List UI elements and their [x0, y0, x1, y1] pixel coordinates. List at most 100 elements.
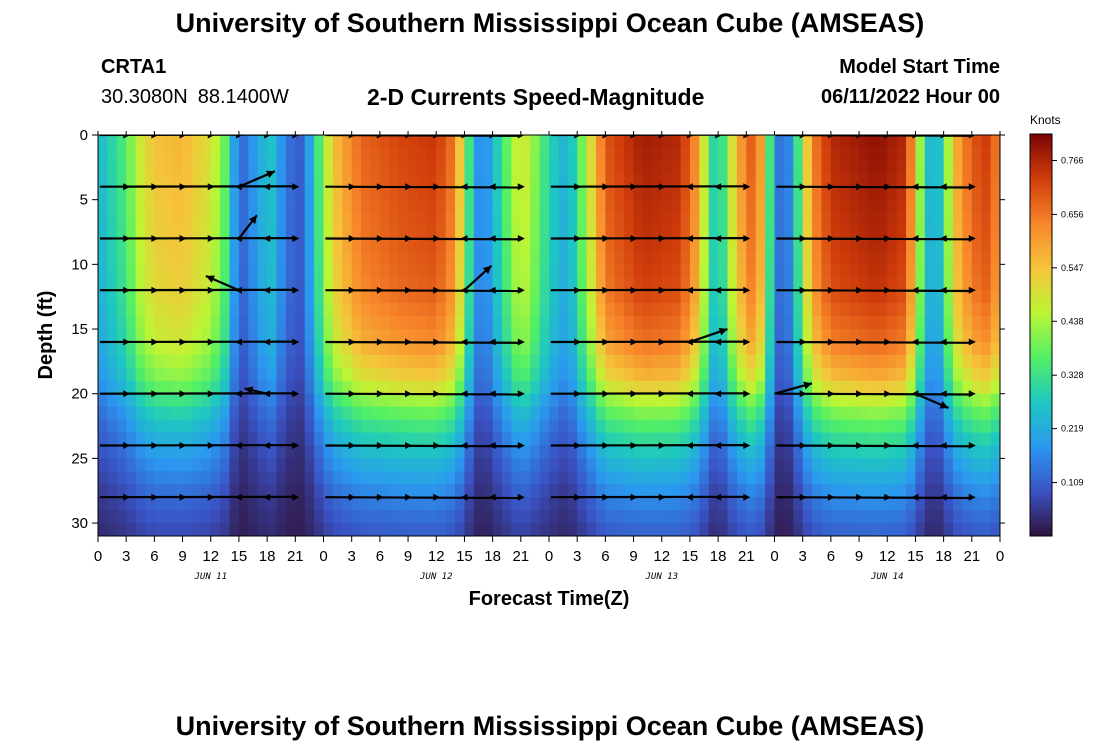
heatmap-cell: [511, 186, 522, 201]
heatmap-cell: [530, 471, 541, 485]
heatmap-cell: [361, 445, 372, 459]
heatmap-cell: [248, 393, 259, 408]
heatmap-cell: [746, 471, 757, 485]
heatmap-cell: [567, 445, 578, 459]
heatmap-cell: [276, 419, 287, 434]
heatmap-cell: [370, 290, 381, 304]
heatmap-cell: [295, 341, 306, 356]
heatmap-cell: [990, 329, 1000, 343]
heatmap-cell: [934, 419, 945, 434]
heatmap-cell: [642, 225, 653, 240]
heatmap-cell: [361, 380, 372, 395]
heatmap-cell: [473, 432, 484, 447]
heatmap-cell: [633, 380, 644, 395]
heatmap-cell: [577, 484, 588, 498]
heatmap-cell: [116, 419, 127, 434]
heatmap-cell: [896, 173, 907, 188]
heatmap-cell: [173, 160, 184, 175]
heatmap-cell: [934, 238, 945, 253]
heatmap-cell: [238, 135, 249, 149]
heatmap-cell: [727, 354, 738, 369]
heatmap-cell: [201, 290, 212, 304]
heatmap-cell: [877, 173, 888, 188]
heatmap-cell: [379, 497, 390, 511]
vector-arrowhead: [151, 234, 159, 242]
heatmap-cell: [971, 186, 982, 201]
heatmap-cell: [699, 354, 710, 369]
heatmap-cell: [689, 380, 700, 395]
heatmap-cell: [539, 471, 550, 485]
heatmap-cell: [182, 510, 193, 524]
heatmap-cell: [859, 290, 870, 304]
heatmap-cell: [502, 458, 513, 472]
heatmap-cell: [577, 186, 588, 201]
heatmap-cell: [473, 329, 484, 343]
heatmap-cell: [455, 523, 466, 536]
vector-arrowhead: [602, 441, 610, 449]
heatmap-cell: [953, 354, 964, 369]
heatmap-cell: [323, 484, 334, 498]
heatmap-cell: [173, 367, 184, 382]
heatmap-cell: [173, 380, 184, 395]
heatmap-cell: [765, 238, 776, 253]
heatmap-cell: [633, 199, 644, 214]
vector-arrowhead: [827, 390, 835, 398]
heatmap-cell: [332, 354, 343, 369]
heatmap-cell: [614, 406, 625, 421]
heatmap-cell: [595, 380, 606, 395]
heatmap-cell: [605, 290, 616, 304]
heatmap-cell: [229, 458, 240, 472]
heatmap-cell: [267, 135, 278, 149]
heatmap-cell: [464, 316, 475, 330]
heatmap-cell: [783, 316, 794, 330]
heatmap-cell: [154, 354, 165, 369]
heatmap-cell: [671, 523, 682, 536]
heatmap-cell: [379, 160, 390, 175]
vector-arrowhead: [856, 390, 864, 398]
heatmap-cell: [990, 186, 1000, 201]
heatmap-cell: [267, 212, 278, 227]
heatmap-cell: [708, 316, 719, 330]
heatmap-cell: [116, 199, 127, 214]
heatmap-cell: [671, 341, 682, 356]
heatmap-cell: [981, 173, 992, 188]
heatmap-cell: [276, 458, 287, 472]
heatmap-cell: [577, 251, 588, 265]
heatmap-cell: [116, 316, 127, 330]
heatmap-cell: [699, 329, 710, 343]
heatmap-cell: [605, 173, 616, 188]
heatmap-cell: [417, 147, 428, 162]
heatmap-cell: [624, 303, 635, 317]
heatmap-cell: [539, 251, 550, 265]
heatmap-cell: [906, 341, 917, 356]
heatmap-cell: [408, 458, 419, 472]
heatmap-cell: [736, 147, 747, 162]
vector-arrowhead: [405, 441, 413, 449]
heatmap-cell: [229, 367, 240, 382]
heatmap-cell: [276, 341, 287, 356]
heatmap-cell: [144, 238, 155, 253]
heatmap-cell: [163, 393, 174, 408]
heatmap-cell: [502, 497, 513, 511]
heatmap-cell: [896, 264, 907, 278]
heatmap-cell: [567, 303, 578, 317]
vector-arrowhead: [743, 286, 751, 294]
heatmap-cell: [558, 445, 569, 459]
heatmap-cell: [924, 212, 935, 227]
heatmap-cell: [830, 510, 841, 524]
heatmap-cell: [408, 510, 419, 524]
heatmap-cell: [830, 523, 841, 536]
heatmap-cell: [201, 445, 212, 459]
heatmap-cell: [436, 445, 447, 459]
heatmap-cell: [577, 329, 588, 343]
heatmap-cell: [445, 290, 456, 304]
vector-arrowhead: [376, 183, 384, 191]
heatmap-cell: [915, 316, 926, 330]
heatmap-cell: [116, 212, 127, 227]
heatmap-cell: [539, 523, 550, 536]
heatmap-cell: [765, 419, 776, 434]
heatmap-cell: [361, 354, 372, 369]
heatmap-cell: [342, 135, 353, 149]
vector-arrowhead: [517, 390, 525, 398]
heatmap-cell: [201, 329, 212, 343]
